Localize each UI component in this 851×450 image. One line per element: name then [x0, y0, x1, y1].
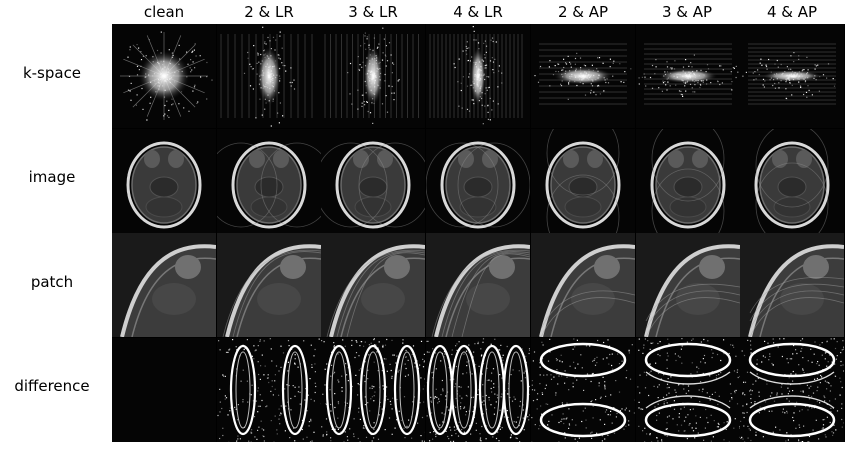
column-header-4-lr: 4 & LR — [426, 3, 530, 21]
difference-panel-2-lr — [217, 338, 321, 442]
row-label-image: image — [0, 168, 104, 186]
image-panel-3-lr — [321, 129, 425, 233]
patch-panel-clean — [112, 233, 216, 337]
patch-panel-2-lr — [217, 233, 321, 337]
image-image — [426, 129, 530, 233]
image-panel-clean — [112, 129, 216, 233]
image-image — [321, 129, 425, 233]
column-header-2-lr: 2 & LR — [217, 3, 321, 21]
image-grid — [112, 24, 845, 442]
image-panel-2-lr — [217, 129, 321, 233]
column-header-3-lr: 3 & LR — [321, 3, 425, 21]
k-space-panel-4-lr — [426, 24, 530, 128]
patch-image — [112, 233, 216, 337]
patch-panel-2-ap — [531, 233, 635, 337]
patch-panel-4-lr — [426, 233, 530, 337]
k-space-image — [217, 24, 321, 128]
difference-image — [112, 338, 216, 442]
column-header-2-ap: 2 & AP — [531, 3, 635, 21]
patch-image — [321, 233, 425, 337]
difference-panel-4-ap — [740, 338, 844, 442]
difference-image — [426, 338, 530, 442]
k-space-panel-2-lr — [217, 24, 321, 128]
difference-panel-2-ap — [531, 338, 635, 442]
patch-image — [426, 233, 530, 337]
k-space-image — [531, 24, 635, 128]
k-space-image — [740, 24, 844, 128]
row-label-k-space: k-space — [0, 64, 104, 82]
k-space-image — [321, 24, 425, 128]
image-panel-2-ap — [531, 129, 635, 233]
k-space-image — [636, 24, 740, 128]
image-image — [636, 129, 740, 233]
column-header-clean: clean — [112, 3, 216, 21]
difference-panel-clean — [112, 338, 216, 442]
image-panel-3-ap — [636, 129, 740, 233]
image-panel-4-lr — [426, 129, 530, 233]
difference-panel-3-lr — [321, 338, 425, 442]
difference-image — [740, 338, 844, 442]
patch-panel-3-lr — [321, 233, 425, 337]
k-space-panel-4-ap — [740, 24, 844, 128]
difference-panel-3-ap — [636, 338, 740, 442]
k-space-panel-3-ap — [636, 24, 740, 128]
row-label-patch: patch — [0, 273, 104, 291]
k-space-image — [426, 24, 530, 128]
patch-image — [217, 233, 321, 337]
image-panel-4-ap — [740, 129, 844, 233]
image-image — [217, 129, 321, 233]
column-header-3-ap: 3 & AP — [635, 3, 739, 21]
difference-image — [636, 338, 740, 442]
image-image — [112, 129, 216, 233]
image-image — [531, 129, 635, 233]
difference-image — [531, 338, 635, 442]
k-space-panel-3-lr — [321, 24, 425, 128]
patch-image — [531, 233, 635, 337]
k-space-panel-clean — [112, 24, 216, 128]
difference-image — [321, 338, 425, 442]
patch-image — [740, 233, 844, 337]
patch-panel-3-ap — [636, 233, 740, 337]
difference-panel-4-lr — [426, 338, 530, 442]
image-image — [740, 129, 844, 233]
difference-image — [217, 338, 321, 442]
patch-panel-4-ap — [740, 233, 844, 337]
patch-image — [636, 233, 740, 337]
column-header-4-ap: 4 & AP — [740, 3, 844, 21]
k-space-panel-2-ap — [531, 24, 635, 128]
k-space-image — [112, 24, 216, 128]
row-label-difference: difference — [0, 377, 104, 395]
